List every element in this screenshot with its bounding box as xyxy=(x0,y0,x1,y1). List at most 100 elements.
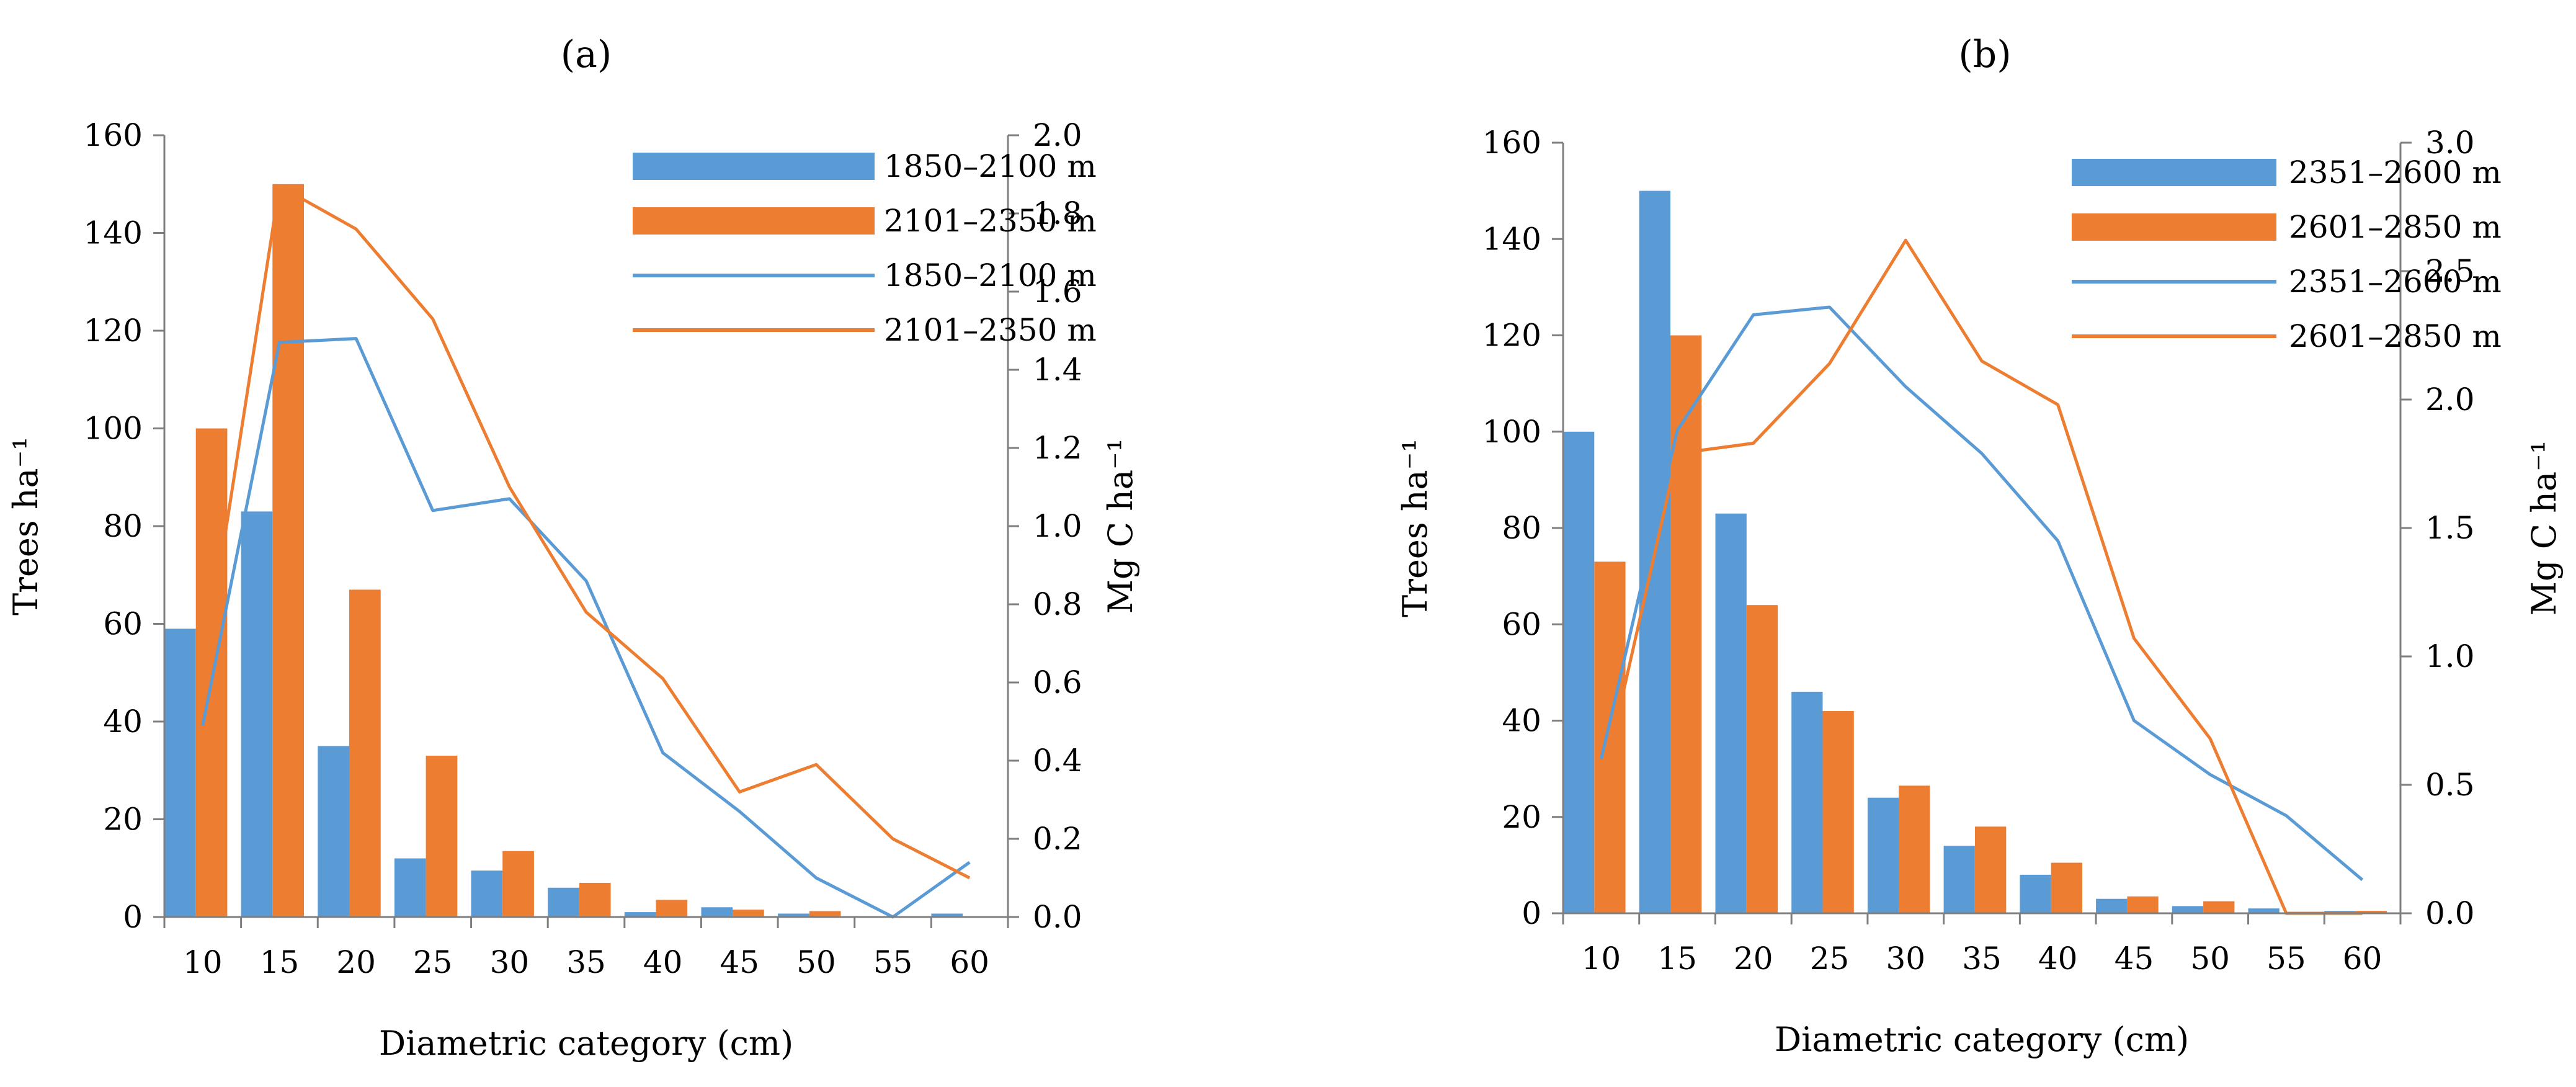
x-axis-title: Diametric category (cm) xyxy=(379,1024,793,1063)
x-tick-label: 30 xyxy=(1886,941,1925,977)
y-tick-label-left: 160 xyxy=(84,117,143,153)
y-tick-label-left: 0 xyxy=(1522,895,1541,931)
y-tick-label-right: 2.0 xyxy=(1033,117,1082,153)
y-tick-label-left: 160 xyxy=(1482,125,1541,161)
bar-series-1-10 xyxy=(195,428,228,917)
bar-series-1-10 xyxy=(1594,561,1626,913)
x-tick-label: 15 xyxy=(260,944,300,980)
x-tick-label: 60 xyxy=(950,944,989,980)
bar-series-1-30 xyxy=(502,851,534,917)
y-tick-label-left: 40 xyxy=(1502,703,1541,739)
y-tick-label-left: 140 xyxy=(84,215,143,251)
bar-series-0-20 xyxy=(1715,513,1747,913)
bar-series-0-40 xyxy=(624,912,656,917)
y-tick-label-left: 20 xyxy=(103,802,143,838)
x-tick-label: 60 xyxy=(2343,941,2382,977)
x-tick-label: 55 xyxy=(2266,941,2306,977)
bar-series-0-45 xyxy=(701,907,733,918)
bar-series-1-30 xyxy=(1899,785,1930,913)
bar-series-1-60 xyxy=(2355,911,2387,913)
bar-series-0-30 xyxy=(471,870,503,917)
y-tick-label-right: 0.6 xyxy=(1033,664,1082,700)
bar-series-0-20 xyxy=(318,746,349,917)
bar-series-1-45 xyxy=(2127,896,2159,913)
x-tick-label: 40 xyxy=(2038,941,2078,977)
bar-series-1-35 xyxy=(1975,826,2007,913)
x-tick-label: 35 xyxy=(1962,941,2002,977)
panel-label: (b) xyxy=(1958,33,2011,76)
y-tick-label-right: 0.2 xyxy=(1033,821,1082,857)
line-series-1 xyxy=(201,184,971,880)
x-tick-label: 20 xyxy=(336,944,376,980)
y-tick-label-left: 100 xyxy=(1482,414,1541,450)
y-tick-label-right: 0.0 xyxy=(1033,899,1082,935)
y-tick-label-right: 3.0 xyxy=(2425,125,2475,161)
bar-series-1-50 xyxy=(2203,901,2235,913)
bar-series-0-25 xyxy=(394,858,426,917)
y-tick-label-right: 1.4 xyxy=(1033,352,1082,388)
bar-series-0-15 xyxy=(241,511,273,917)
y-tick-label-right: 0.0 xyxy=(2425,895,2475,931)
x-axis-title: Diametric category (cm) xyxy=(1775,1020,2189,1059)
bar-series-0-45 xyxy=(2096,898,2128,913)
legend-label: 1850–2100 m xyxy=(884,148,1097,184)
y-tick-label-right: 0.5 xyxy=(2425,767,2475,803)
x-tick-label: 15 xyxy=(1657,941,1697,977)
bar-series-1-15 xyxy=(272,184,304,918)
legend-label: 2601–2850 m xyxy=(2289,209,2502,245)
y-tick-label-left: 100 xyxy=(84,411,143,447)
y-tick-label-right: 1.0 xyxy=(1033,508,1082,544)
x-tick-label: 10 xyxy=(183,944,223,980)
bar-series-0-25 xyxy=(1791,691,1823,913)
x-tick-label: 55 xyxy=(873,944,913,980)
x-tick-label: 45 xyxy=(2115,941,2154,977)
y-tick-label-right: 0.4 xyxy=(1033,743,1082,779)
legend-label: 1850–2100 m xyxy=(884,257,1097,293)
y-tick-label-right: 1.2 xyxy=(1033,430,1082,466)
bar-series-1-35 xyxy=(579,882,611,917)
x-tick-label: 20 xyxy=(1734,941,1773,977)
y-tick-label-left: 40 xyxy=(103,704,143,740)
line-series-0 xyxy=(1599,305,2364,882)
line-series-1 xyxy=(1599,238,2363,915)
x-tick-label: 45 xyxy=(720,944,759,980)
y-tick-label-right: 2.5 xyxy=(2425,253,2475,289)
legend-swatch-bar xyxy=(2072,213,2276,241)
legend-label: 2351–2600 m xyxy=(2289,264,2502,300)
bar-series-0-50 xyxy=(2172,906,2204,913)
y-tick-label-right: 2.0 xyxy=(2425,382,2475,418)
bar-series-1-25 xyxy=(426,756,458,917)
bar-series-0-50 xyxy=(778,913,809,917)
y-tick-label-left: 80 xyxy=(103,508,143,544)
bar-series-1-40 xyxy=(656,900,688,917)
x-tick-label: 10 xyxy=(1582,941,1621,977)
x-tick-label: 50 xyxy=(2190,941,2230,977)
x-tick-label: 40 xyxy=(643,944,683,980)
bar-series-1-15 xyxy=(1670,335,1702,913)
y-tick-label-right: 0.8 xyxy=(1033,586,1082,622)
bar-series-0-35 xyxy=(548,887,579,918)
bar-series-0-35 xyxy=(1943,846,1975,913)
bar-series-0-10 xyxy=(1563,431,1595,914)
legend-swatch-bar xyxy=(633,153,875,180)
chart-panel-a: (a) 0 20 40 60 80 100 120 140 160 0.0 0.2 0.4 0.6 0.8 1… xyxy=(6,33,1140,1063)
x-tick-label: 35 xyxy=(566,944,606,980)
line-series-0 xyxy=(201,337,971,919)
bar-series-1-45 xyxy=(733,910,764,917)
y-tick-label-left: 0 xyxy=(123,899,143,935)
legend-label: 2351–2600 m xyxy=(2289,154,2502,190)
legend-label: 2101–2350 m xyxy=(884,312,1097,348)
y-tick-label-left: 80 xyxy=(1502,510,1541,546)
y-tick-label-left: 120 xyxy=(1482,318,1541,354)
y-tick-label-left: 60 xyxy=(103,606,143,642)
legend-swatch-bar xyxy=(2072,159,2276,186)
bar-series-1-20 xyxy=(349,589,381,917)
y-tick-label-left: 140 xyxy=(1482,221,1541,257)
chart-panel-b: (b) 0 20 40 60 80 100 120 140 160 0.0 0.5 1.0 1.5 2.0 2… xyxy=(1396,33,2564,1059)
y-tick-label-left: 20 xyxy=(1502,799,1541,835)
legend-label: 2101–2350 m xyxy=(884,203,1097,239)
y-axis-title-right: Mg C ha⁻¹ xyxy=(2525,441,2564,616)
y-axis-title-left: Trees ha⁻¹ xyxy=(1396,439,1435,617)
legend-swatch-bar xyxy=(633,207,875,235)
y-tick-label-right: 1.0 xyxy=(2425,638,2475,674)
